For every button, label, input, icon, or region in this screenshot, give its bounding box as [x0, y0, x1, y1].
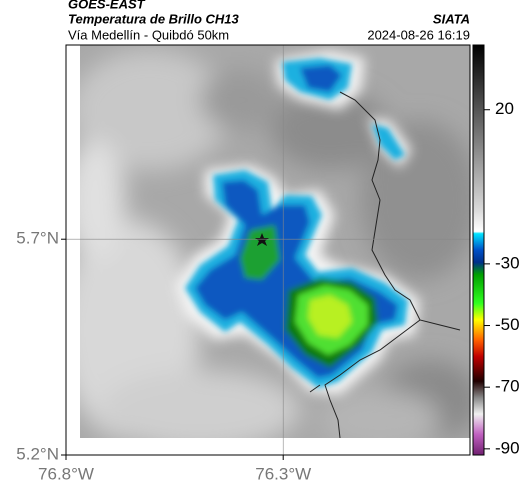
- axis-ticks: 76.8°W 76.3°W 5.7°N 5.2°N: [16, 229, 311, 484]
- border-line: [309, 91, 461, 438]
- route: Vía Medellín - Quibdó 50km: [68, 27, 229, 42]
- colorbar-tick-label: -50: [495, 315, 520, 334]
- x-tick-label: 76.3°W: [255, 464, 311, 483]
- header: GOES-EAST Temperatura de Brillo CH13 Vía…: [68, 0, 470, 42]
- title: GOES-EAST: [68, 0, 146, 11]
- x-tick-label: 76.8°W: [38, 464, 94, 483]
- y-tick-label: 5.7°N: [16, 229, 59, 248]
- y-tick-label: 5.2°N: [16, 444, 59, 463]
- colorbar-tick-label: -70: [495, 377, 520, 396]
- satellite-image: [80, 45, 470, 438]
- datetime: 2024-08-26 16:19: [367, 27, 470, 42]
- source: SIATA: [433, 11, 470, 26]
- map-frame: [65, 44, 471, 456]
- subtitle: Temperatura de Brillo CH13: [68, 11, 240, 26]
- colorbar-tick-label: -30: [495, 253, 520, 272]
- colorbar-ticks: 20 -30 -50 -70 -90: [484, 99, 520, 457]
- colorbar-tick-label: -90: [495, 438, 520, 457]
- colorbar-tick-label: 20: [495, 99, 514, 118]
- colorbar: [472, 44, 485, 456]
